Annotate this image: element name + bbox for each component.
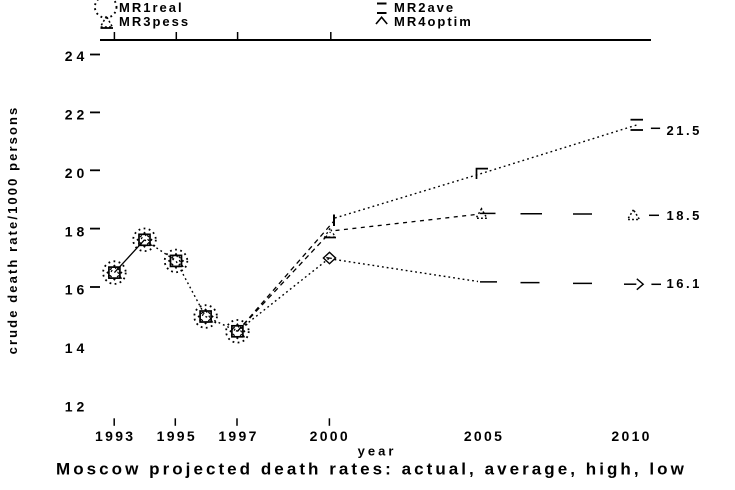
svg-text:14: 14 [65, 340, 89, 356]
svg-text:12: 12 [65, 399, 89, 415]
svg-text:MR2ave: MR2ave [394, 0, 455, 15]
svg-text:MR1real: MR1real [119, 0, 184, 15]
svg-text:1993: 1993 [95, 428, 135, 444]
svg-text:MR3pess: MR3pess [119, 14, 190, 29]
svg-text:2005: 2005 [464, 428, 504, 444]
svg-text:22: 22 [65, 106, 89, 122]
svg-text:2000: 2000 [310, 428, 350, 444]
svg-text:20: 20 [65, 165, 89, 181]
svg-text:24: 24 [65, 48, 89, 64]
svg-text:18: 18 [65, 223, 89, 239]
svg-text:2010: 2010 [611, 428, 651, 444]
svg-text:1995: 1995 [157, 428, 197, 444]
svg-text:crude death rate/1000 persons: crude death rate/1000 persons [5, 106, 20, 355]
svg-text:16.1: 16.1 [667, 276, 702, 291]
svg-text:year: year [358, 444, 397, 459]
svg-text:18.5: 18.5 [667, 208, 702, 223]
svg-text:Moscow projected death rates:: Moscow projected death rates: actual, av… [56, 460, 687, 479]
svg-text:1997: 1997 [218, 428, 258, 444]
svg-text:21.5: 21.5 [667, 123, 702, 138]
svg-text:16: 16 [65, 282, 89, 298]
svg-text:MR4optim: MR4optim [394, 14, 473, 29]
